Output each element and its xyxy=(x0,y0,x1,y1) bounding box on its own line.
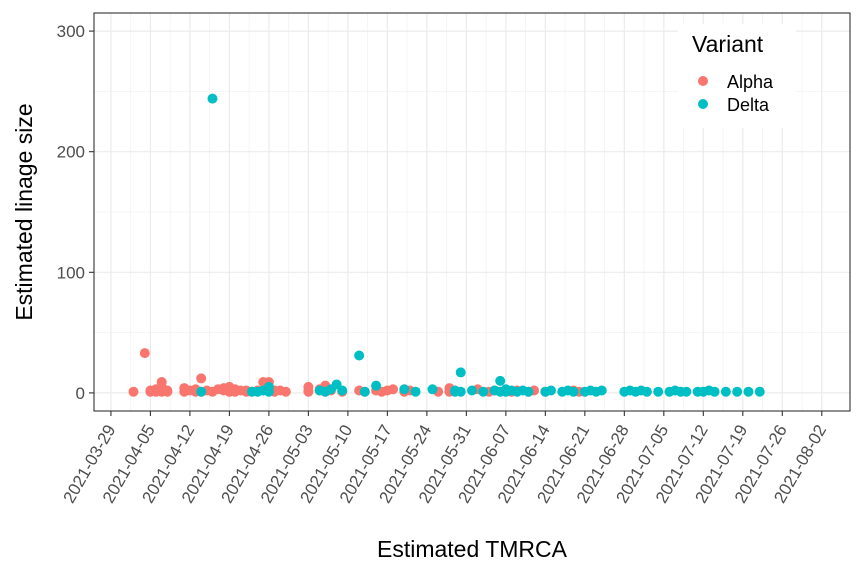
legend-label-alpha: Alpha xyxy=(727,72,774,92)
point-delta xyxy=(427,384,438,395)
point-alpha xyxy=(196,373,207,384)
point-delta xyxy=(641,386,652,397)
point-delta xyxy=(478,386,489,397)
y-tick-label: 100 xyxy=(57,263,85,282)
point-alpha xyxy=(280,386,291,397)
point-delta xyxy=(709,386,720,397)
point-delta xyxy=(399,384,410,395)
legend-key-delta xyxy=(698,99,708,109)
x-axis-title: Estimated TMRCA xyxy=(377,536,568,562)
point-delta xyxy=(653,386,664,397)
point-delta xyxy=(743,386,754,397)
point-delta xyxy=(196,386,207,397)
legend-background xyxy=(678,24,796,128)
point-delta xyxy=(371,380,382,391)
point-delta xyxy=(681,386,692,397)
point-delta xyxy=(207,93,218,104)
legend-title: Variant xyxy=(692,31,764,57)
minor-gridlines xyxy=(94,13,850,411)
legend-key-alpha xyxy=(698,76,708,86)
point-delta xyxy=(359,386,370,397)
point-delta xyxy=(596,385,607,396)
y-axis: 0 100 200 300 xyxy=(57,22,94,403)
point-delta xyxy=(455,367,466,378)
plot-border xyxy=(93,12,851,412)
y-tick-label: 200 xyxy=(57,143,85,162)
point-alpha xyxy=(156,377,167,388)
point-alpha xyxy=(128,386,139,397)
point-alpha xyxy=(388,384,399,395)
data-points xyxy=(128,93,765,397)
point-delta xyxy=(263,386,274,397)
point-delta xyxy=(455,386,466,397)
point-delta xyxy=(337,385,348,396)
point-delta xyxy=(467,385,477,396)
point-delta xyxy=(754,386,765,397)
point-delta xyxy=(732,386,743,397)
point-delta xyxy=(495,375,506,386)
point-delta xyxy=(354,350,365,361)
legend: Variant Alpha Delta xyxy=(678,24,796,128)
point-alpha xyxy=(162,386,173,397)
point-delta xyxy=(568,386,579,397)
point-delta xyxy=(545,385,556,396)
y-tick-label: 300 xyxy=(57,22,85,41)
point-delta xyxy=(523,386,534,397)
point-alpha xyxy=(303,381,314,392)
point-delta xyxy=(720,386,731,397)
y-tick-label: 0 xyxy=(76,384,85,403)
point-delta xyxy=(410,386,421,397)
point-alpha xyxy=(139,348,150,359)
legend-label-delta: Delta xyxy=(727,95,770,115)
y-axis-title: Estimated linage size xyxy=(11,103,37,320)
